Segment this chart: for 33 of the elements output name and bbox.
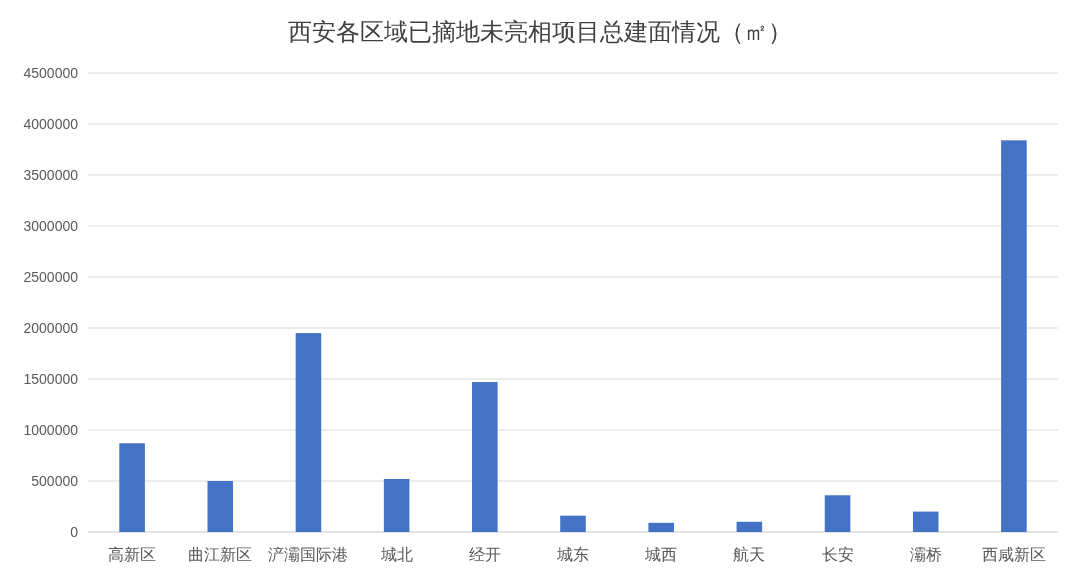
y-tick-label: 4000000 xyxy=(23,116,79,132)
x-tick-label: 城东 xyxy=(556,546,589,563)
y-tick-label: 3000000 xyxy=(23,218,79,234)
x-tick-label: 航天 xyxy=(733,546,766,563)
bar xyxy=(472,382,498,532)
y-tick-label: 2500000 xyxy=(23,269,79,285)
bar xyxy=(119,443,145,532)
bar xyxy=(560,515,586,532)
bar xyxy=(824,495,851,532)
bar xyxy=(295,333,322,532)
x-tick-label: 长安 xyxy=(821,546,854,563)
bar xyxy=(383,478,410,532)
x-tick-label: 城西 xyxy=(644,546,678,563)
y-tick-label: 1500000 xyxy=(23,371,79,387)
x-tick-label: 灞桥 xyxy=(909,546,942,563)
y-tick-label: 2000000 xyxy=(23,320,79,336)
x-tick-label: 经开 xyxy=(468,546,501,563)
y-tick-label: 0 xyxy=(70,524,79,540)
x-tick-label: 浐灞国际港 xyxy=(268,546,349,563)
bar xyxy=(648,522,674,532)
x-tick-label: 高新区 xyxy=(108,546,157,563)
bar xyxy=(912,511,939,532)
y-tick-label: 500000 xyxy=(31,473,79,489)
bar xyxy=(207,481,234,532)
y-tick-label: 3500000 xyxy=(23,167,79,183)
x-tick-label: 城北 xyxy=(379,546,413,563)
x-tick-label: 西咸新区 xyxy=(981,546,1046,563)
chart-title: 西安各区域已摘地未亮相项目总建面情况（㎡） xyxy=(288,19,792,45)
x-tick-label: 曲江新区 xyxy=(188,546,253,563)
bar xyxy=(1001,140,1027,532)
bar xyxy=(736,521,763,532)
y-tick-label: 1000000 xyxy=(23,422,79,438)
y-tick-label: 4500000 xyxy=(23,65,79,81)
